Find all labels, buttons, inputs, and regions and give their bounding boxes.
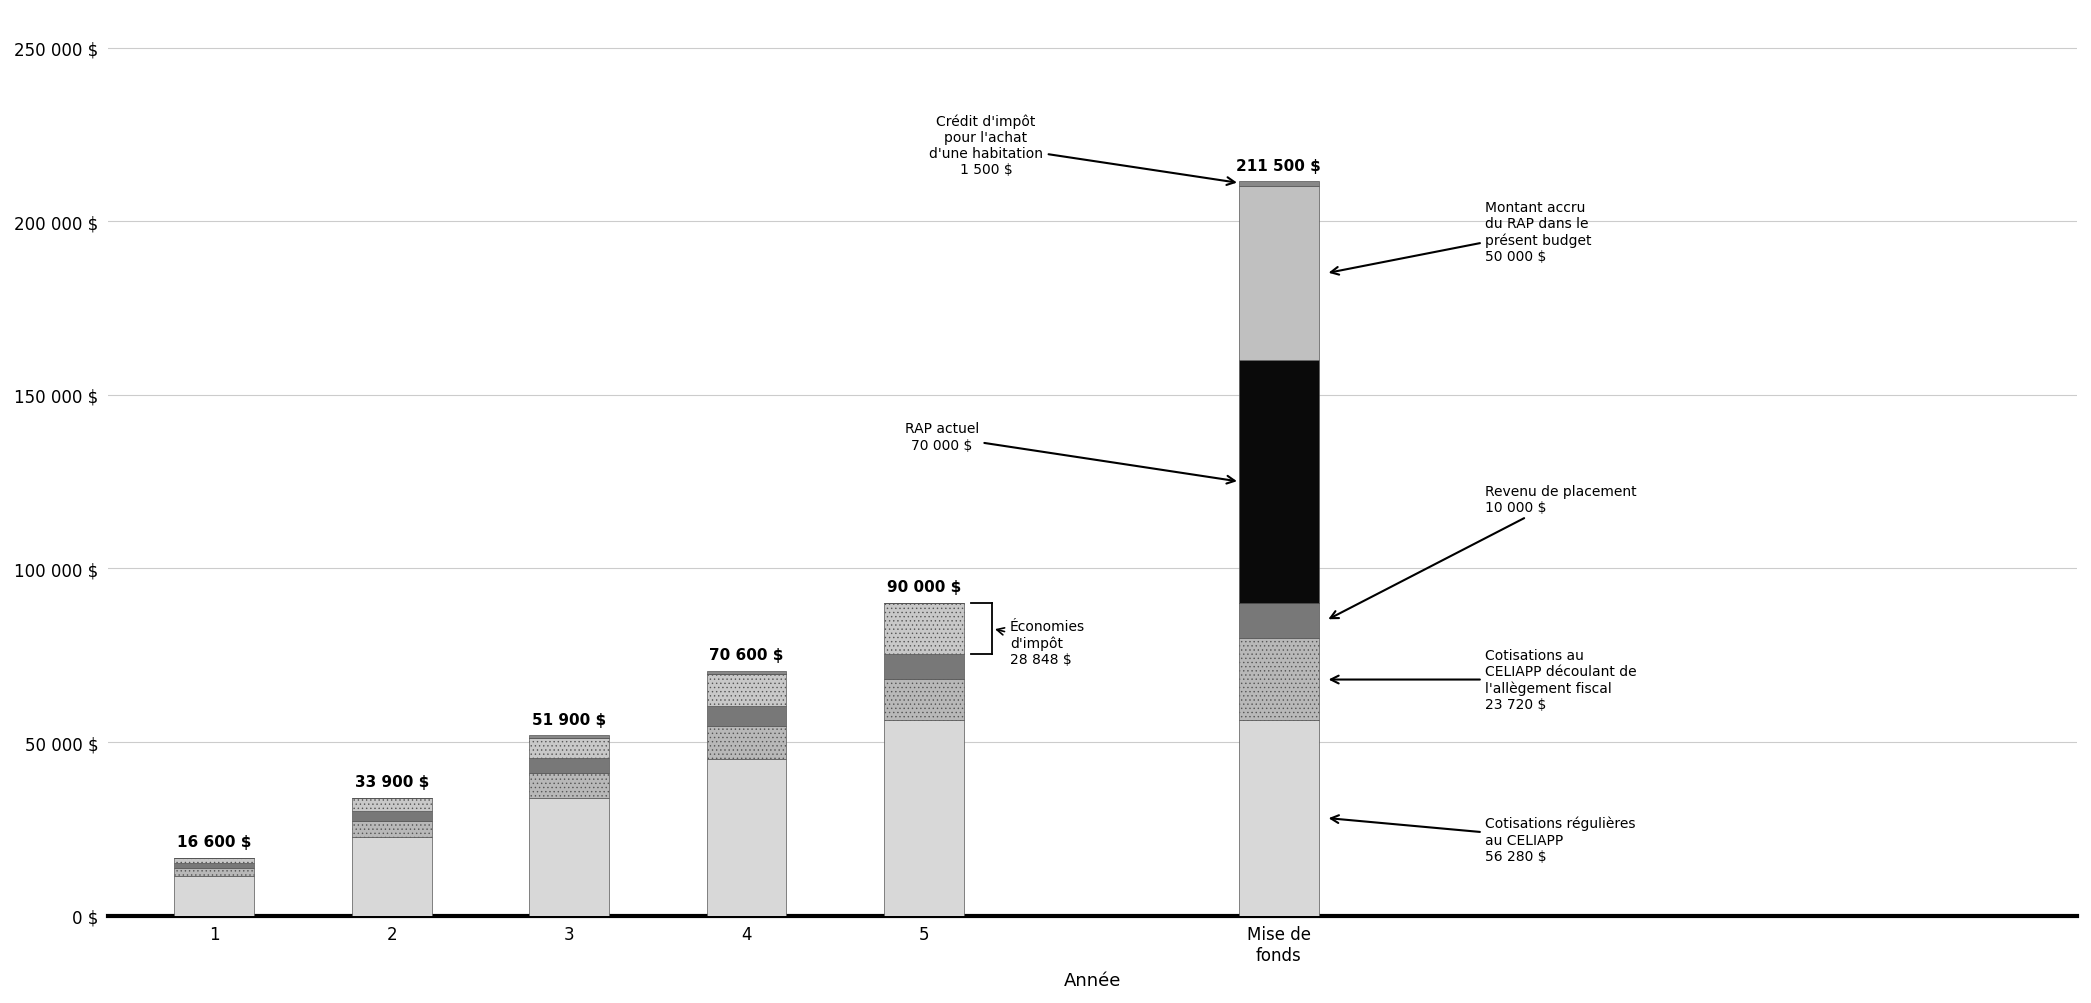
Bar [351,798,431,811]
Bar [884,679,964,720]
Text: Revenu de placement
10 000 $: Revenu de placement 10 000 $ [1330,484,1637,619]
Bar [884,604,964,654]
Bar [707,671,786,674]
Bar [529,758,608,773]
Bar [1238,188,1319,361]
X-axis label: Année: Année [1064,971,1121,989]
Bar [707,674,786,706]
Text: 70 600 $: 70 600 $ [709,647,784,662]
Bar [174,877,255,916]
Bar [1238,720,1319,916]
Bar [707,759,786,916]
Bar [1238,361,1319,604]
Bar [529,736,608,738]
Bar [529,798,608,916]
Text: 16 600 $: 16 600 $ [178,834,251,850]
Text: 51 900 $: 51 900 $ [531,712,606,727]
Text: 90 000 $: 90 000 $ [887,580,962,595]
Bar [529,773,608,798]
Bar [1238,183,1319,188]
Bar [884,720,964,916]
Bar [707,726,786,759]
Text: Montant accru
du RAP dans le
présent budget
50 000 $: Montant accru du RAP dans le présent bud… [1330,201,1591,276]
Bar [351,811,431,821]
Bar [351,821,431,838]
Bar [884,654,964,679]
Text: Économies
d'impôt
28 848 $: Économies d'impôt 28 848 $ [997,619,1085,666]
Text: Crédit d'impôt
pour l'achat
d'une habitation
1 500 $: Crédit d'impôt pour l'achat d'une habita… [928,114,1234,186]
Text: Cotisations régulières
au CELIAPP
56 280 $: Cotisations régulières au CELIAPP 56 280… [1330,815,1635,863]
Bar [707,706,786,726]
Bar [174,864,255,869]
Bar [174,869,255,877]
Bar [174,859,255,864]
Bar [529,738,608,758]
Bar [1238,638,1319,720]
Text: 33 900 $: 33 900 $ [355,774,429,789]
Text: RAP actuel
70 000 $: RAP actuel 70 000 $ [905,422,1234,484]
Bar [351,838,431,916]
Text: Cotisations au
CELIAPP découlant de
l'allègement fiscal
23 720 $: Cotisations au CELIAPP découlant de l'al… [1330,648,1637,711]
Bar [1238,604,1319,638]
Text: 211 500 $: 211 500 $ [1236,158,1322,174]
